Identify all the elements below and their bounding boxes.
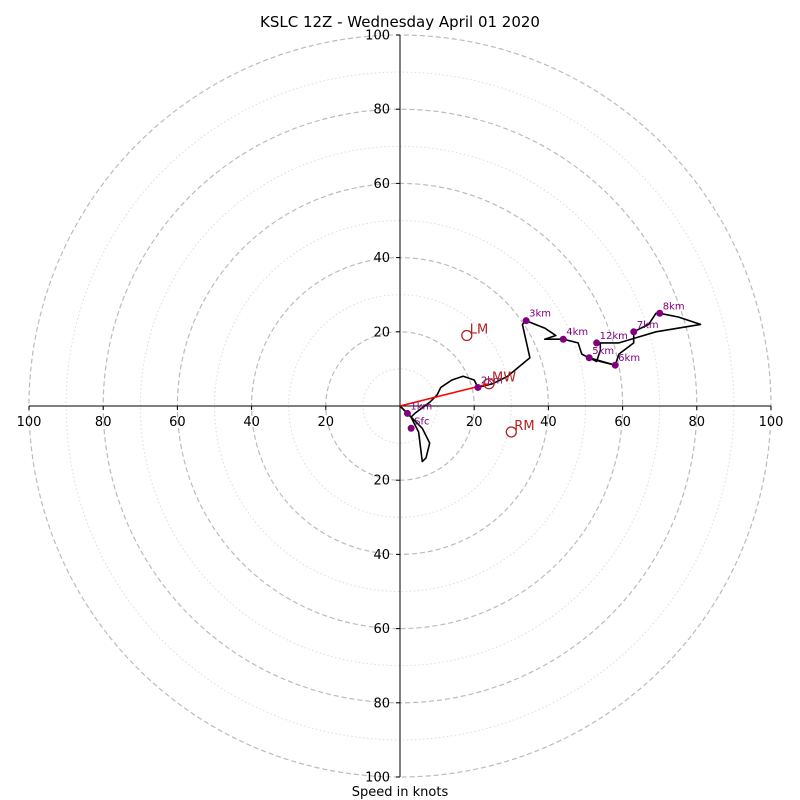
height-marker-label: 3km — [529, 309, 551, 320]
low-level-trace — [399, 405, 431, 463]
special-point-marker — [483, 378, 495, 390]
special-point-label: LM — [470, 323, 488, 338]
y-tick-label: 40 — [373, 251, 390, 266]
special-point-group: LM MW RM — [461, 323, 535, 438]
height-marker — [593, 339, 601, 347]
mean-wind-vector — [399, 382, 490, 407]
x-tick-label: 60 — [614, 415, 631, 430]
height-marker-label: 6km — [618, 353, 640, 364]
x-tick-label: 100 — [17, 415, 42, 430]
y-tick-label: 60 — [373, 177, 390, 192]
x-tick-label: 20 — [318, 415, 335, 430]
height-marker — [407, 424, 415, 432]
x-tick-label: 100 — [759, 415, 784, 430]
trace-group — [399, 312, 702, 463]
y-tick-label: 100 — [365, 29, 390, 44]
height-marker-label: 4km — [566, 327, 588, 338]
height-marker — [403, 409, 411, 417]
y-tick-label: 60 — [373, 622, 390, 637]
y-tick-label: 20 — [373, 474, 390, 489]
y-tick-label: 40 — [373, 548, 390, 563]
x-tick-label: 80 — [95, 415, 112, 430]
height-marker — [656, 309, 664, 317]
tick-group: 100 80 60 40 20 20 40 60 80 100 100 80 60 40 20 20 40 60 8… — [17, 29, 784, 786]
x-tick-label: 40 — [540, 415, 557, 430]
height-marker — [474, 383, 482, 391]
height-marker-label: 5km — [592, 346, 614, 357]
height-marker-label: 8km — [663, 301, 685, 312]
height-marker-label: Sfc — [414, 416, 429, 427]
height-marker-label: 1km — [410, 401, 432, 412]
x-axis-label: Speed in knots — [352, 785, 449, 800]
height-marker-label: 2km — [481, 375, 503, 386]
special-point-marker — [505, 426, 517, 438]
y-tick-label: 100 — [365, 771, 390, 786]
height-marker-label: 7km — [637, 320, 659, 331]
x-tick-label: 60 — [169, 415, 186, 430]
height-marker-label: 12km — [600, 331, 628, 342]
x-tick-label: 20 — [466, 415, 483, 430]
y-tick-label: 20 — [373, 325, 390, 340]
special-point-label: MW — [492, 371, 516, 386]
x-tick-label: 80 — [689, 415, 706, 430]
height-marker — [559, 335, 567, 343]
height-marker — [611, 361, 619, 369]
height-marker-group: Sfc 1km 2km 3km 4km 5km 6km 7km 8km 12km — [403, 301, 685, 432]
height-marker — [630, 328, 638, 336]
special-point-marker — [461, 329, 473, 342]
y-tick-label: 80 — [373, 103, 390, 118]
special-point-label: RM — [514, 419, 534, 434]
y-tick-label: 80 — [373, 696, 390, 711]
chart-title: KSLC 12Z - Wednesday April 01 2020 — [260, 13, 540, 31]
height-marker — [585, 354, 593, 362]
height-marker — [522, 317, 530, 325]
x-tick-label: 40 — [243, 415, 260, 430]
